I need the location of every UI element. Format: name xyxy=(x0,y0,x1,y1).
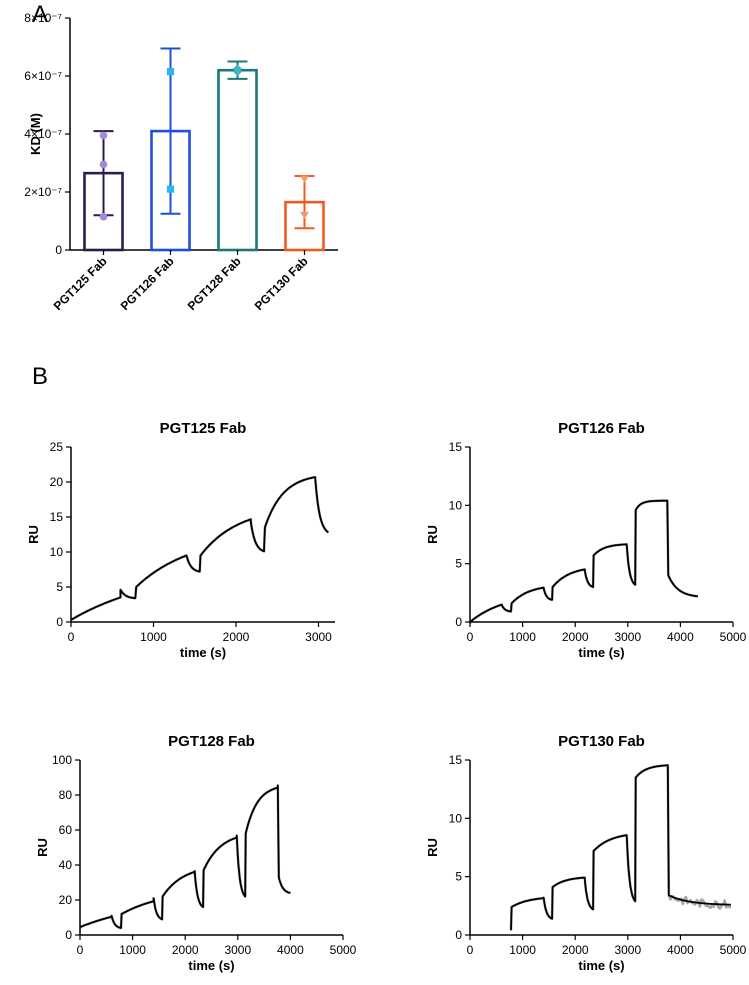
x-tick-label: 3000 xyxy=(614,943,641,957)
x-tick-label: 1000 xyxy=(140,630,167,644)
x-tick-label: 3000 xyxy=(224,943,251,957)
data-point xyxy=(99,160,108,169)
data-point xyxy=(300,175,309,183)
y-tick-label: 0 xyxy=(455,928,462,942)
x-tick-label: 4000 xyxy=(667,943,694,957)
y-tick-label: 60 xyxy=(59,823,73,837)
y-tick-label: 2×10⁻⁷ xyxy=(24,185,62,199)
x-axis-label: time (s) xyxy=(578,958,624,973)
x-tick-label: 5000 xyxy=(720,943,747,957)
raw-data-series xyxy=(70,475,330,621)
x-tick-label: 2000 xyxy=(172,943,199,957)
chart-title: PGT128 Fab xyxy=(168,733,255,750)
y-tick-label: 15 xyxy=(449,440,463,454)
data-point xyxy=(300,211,309,220)
x-axis-label: time (s) xyxy=(578,645,624,660)
y-tick-label: 10 xyxy=(449,811,463,825)
panel-letter-b: B xyxy=(32,363,48,390)
fit-series xyxy=(79,784,292,929)
y-tick-label: 15 xyxy=(449,753,463,767)
x-tick-label: 3000 xyxy=(614,630,641,644)
fit-series xyxy=(70,476,330,621)
x-tick-label: 4000 xyxy=(667,630,694,644)
y-axis-label: RU xyxy=(35,838,50,857)
x-tick-label: 1000 xyxy=(509,630,536,644)
x-tick-label: 2000 xyxy=(562,630,589,644)
x-tick-label: 2000 xyxy=(562,943,589,957)
x-axis-label: time (s) xyxy=(188,958,234,973)
chart-title: PGT130 Fab xyxy=(558,733,645,750)
y-tick-label: 10 xyxy=(50,545,64,559)
y-tick-label: 5 xyxy=(56,580,63,594)
y-axis-label: RU xyxy=(425,525,440,544)
y-tick-label: 20 xyxy=(50,475,64,489)
sensorgram-pgt130: PGT130 Fab 0 5 10 15 0 1000 2000 3000 4000 5000 tim… xyxy=(425,733,747,973)
x-tick-label: 5000 xyxy=(720,630,747,644)
data-point xyxy=(166,68,175,76)
panel-letter-a: A xyxy=(32,1,48,28)
x-axis-label: time (s) xyxy=(180,645,226,660)
y-tick-label: 80 xyxy=(59,788,73,802)
y-tick-label: 5 xyxy=(455,557,462,571)
data-point xyxy=(99,212,108,221)
x-tick-label: 2000 xyxy=(223,630,250,644)
y-tick-label: 10 xyxy=(449,498,463,512)
chart-title: PGT125 Fab xyxy=(160,420,247,437)
category-label: PGT130 Fab xyxy=(252,254,311,313)
sensorgram-pgt126: PGT126 Fab 0 5 10 15 0 1000 2000 3000 4000 5000 tim… xyxy=(425,420,747,660)
data-point xyxy=(233,67,242,77)
chart-title: PGT126 Fab xyxy=(558,420,645,437)
data-point xyxy=(99,131,108,140)
y-tick-label: 40 xyxy=(59,858,73,872)
category-label: PGT128 Fab xyxy=(185,254,244,313)
data-point xyxy=(166,185,175,193)
fit-series xyxy=(469,499,698,623)
x-tick-label: 0 xyxy=(68,630,75,644)
raw-data-series xyxy=(78,784,292,930)
y-tick-label: 25 xyxy=(50,440,64,454)
y-tick-label: 20 xyxy=(59,893,73,907)
sensorgram-pgt125: PGT125 Fab 0 5 10 15 20 25 0 1000 2000 3000 time (s… xyxy=(26,420,335,660)
x-tick-label: 0 xyxy=(77,943,84,957)
x-tick-label: 3000 xyxy=(305,630,332,644)
x-tick-label: 0 xyxy=(467,943,474,957)
y-axis-label: RU xyxy=(26,525,41,544)
y-axis-label: KD (M) xyxy=(28,113,43,155)
kd-bar-chart: 0 2×10⁻⁷ 4×10⁻⁷ 6×10⁻⁷ 8×10⁻⁷ KD (M) PGT125 Fa… xyxy=(24,11,338,313)
x-tick-label: 5000 xyxy=(330,943,357,957)
raw-data-series xyxy=(468,499,699,625)
y-tick-label: 0 xyxy=(65,928,72,942)
y-tick-label: 8×10⁻⁷ xyxy=(24,11,62,25)
x-tick-label: 1000 xyxy=(509,943,536,957)
category-label: PGT126 Fab xyxy=(118,254,177,313)
x-tick-label: 4000 xyxy=(277,943,304,957)
y-axis-label: RU xyxy=(425,838,440,857)
y-tick-label: 4×10⁻⁷ xyxy=(24,127,62,141)
y-tick-label: 5 xyxy=(455,870,462,884)
y-tick-label: 100 xyxy=(52,753,72,767)
fit-series xyxy=(510,764,731,931)
bar xyxy=(217,68,258,252)
y-tick-label: 0 xyxy=(56,615,63,629)
y-tick-label: 6×10⁻⁷ xyxy=(24,69,62,83)
category-label: PGT125 Fab xyxy=(51,254,110,313)
x-tick-label: 0 xyxy=(467,630,474,644)
y-tick-label: 0 xyxy=(455,615,462,629)
x-tick-label: 1000 xyxy=(119,943,146,957)
y-tick-label: 15 xyxy=(50,510,64,524)
y-tick-label: 0 xyxy=(55,243,62,257)
